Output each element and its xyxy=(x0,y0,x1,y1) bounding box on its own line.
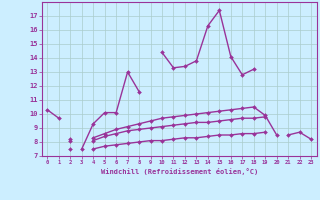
X-axis label: Windchill (Refroidissement éolien,°C): Windchill (Refroidissement éolien,°C) xyxy=(100,168,258,175)
